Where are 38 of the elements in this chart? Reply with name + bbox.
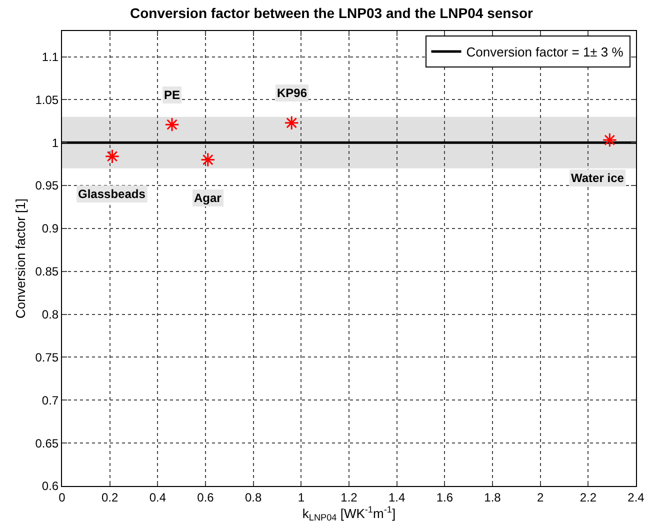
y-tick-label: 0.85 [35,264,59,279]
x-tick-label: 0.4 [149,490,166,504]
x-tick-label: 2 [536,490,544,504]
x-tick-label: 1.2 [340,490,358,504]
annotation: Glassbeads [78,187,146,201]
point [602,132,618,148]
annotation: Water ice [571,171,624,185]
y-tick-label: 1 [52,136,59,150]
point [104,148,120,164]
y-tick-label: 1.05 [35,92,59,107]
annotation: KP96 [277,86,308,100]
y-tick-label: 0.7 [42,393,59,408]
point [200,152,216,168]
point [164,117,180,132]
x-tick-label: 1.6 [436,490,454,504]
y-tick-label: 0.8 [42,308,59,322]
y-tick-label: 0.9 [42,222,59,236]
y-tick-label: 0.95 [35,178,59,193]
annotation: PE [164,88,180,102]
y-tick-label: 0.6 [42,479,59,494]
y-tick-label: 0.65 [35,436,59,450]
point [284,116,299,130]
legend-label: Conversion factor = 1± 3 % [466,44,624,60]
x-tick-label: 0.2 [101,490,118,504]
y-axis-title: Conversion factor [1] [13,198,28,318]
x-tick-label: 1.4 [388,490,406,504]
x-tick-label: 0.6 [197,490,214,504]
chart-title: Conversion factor between the LNP03 and the LNP04 sensor [130,4,534,21]
x-tick-label: 1 [298,490,305,504]
x-tick-label: 2.2 [580,490,597,504]
x-tick-label: 1.8 [484,490,502,504]
x-axis-title: k$_{LNP04}$ [WK$^{-1}$m$^{-1}$] [302,504,396,523]
y-tick-label: 0.75 [35,350,59,364]
x-tick-label: 0.8 [244,490,262,504]
x-tick-label: 0 [58,490,66,504]
annotation: Agar [194,191,222,205]
y-tick-label: 1.1 [42,50,59,64]
x-tick-label: 2.4 [628,490,645,504]
